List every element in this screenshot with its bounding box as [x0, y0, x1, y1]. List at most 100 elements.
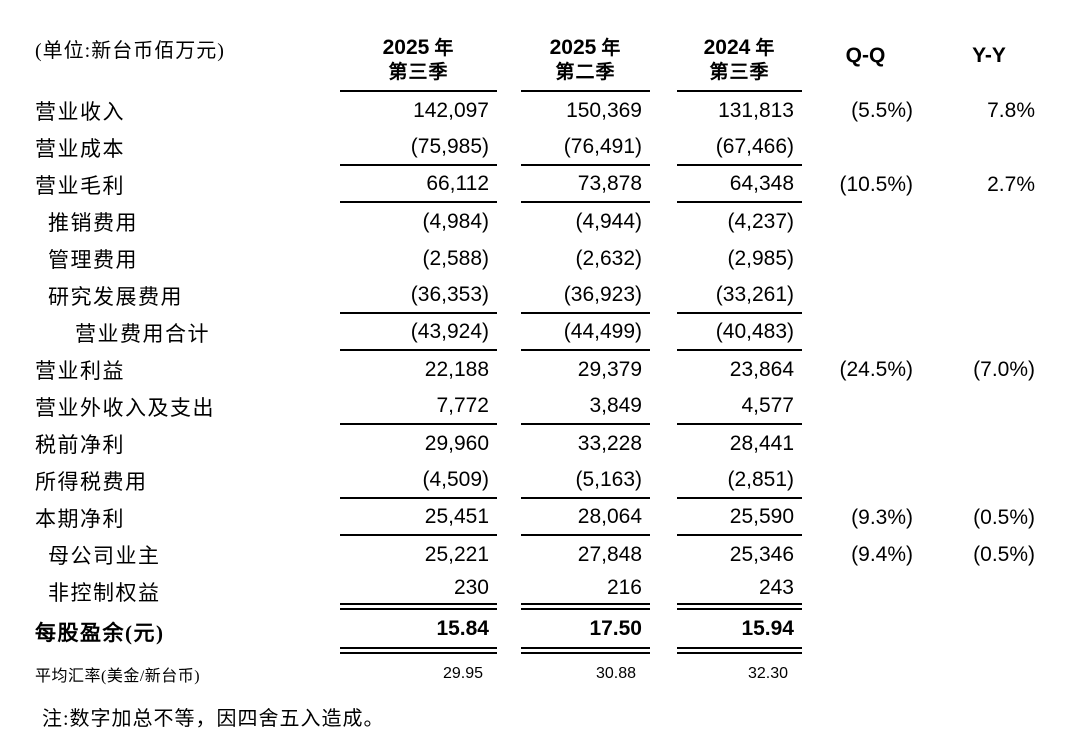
- column-header-yy: Y-Y: [972, 44, 1006, 67]
- table-row: 营业成本 (75,985) (76,491) (67,466): [35, 129, 1076, 166]
- cell-2025q2: 30.88: [595, 665, 636, 682]
- table-row: 所得税费用 (4,509) (5,163) (2,851): [35, 462, 1076, 499]
- cell-qq: [802, 425, 915, 462]
- cell-yy: [915, 240, 1037, 277]
- cell-2024q3: (67,466): [677, 129, 802, 166]
- table-row: 管理费用 (2,588) (2,632) (2,985): [35, 240, 1076, 277]
- unit-label: (单位:新台币佰万元): [35, 39, 225, 62]
- column-gap: [650, 462, 677, 499]
- cell-2025q2: 33,228: [577, 431, 642, 455]
- row-label: 本期净利: [35, 506, 125, 531]
- cell-yy: [915, 425, 1037, 462]
- year-suffix: 年: [434, 37, 455, 59]
- table-row: 本期净利 25,451 28,064 25,590 (9.3%) (0.5%): [35, 499, 1076, 536]
- table-row: 推销费用 (4,984) (4,944) (4,237): [35, 203, 1076, 240]
- cell-qq: (9.3%): [851, 505, 913, 529]
- column-gap: [497, 240, 521, 277]
- column-gap: [497, 314, 521, 351]
- cell-2025q3: 29,960: [424, 431, 489, 455]
- row-label: 母公司业主: [48, 543, 161, 568]
- cell-yy: [915, 654, 1037, 694]
- cell-2025q3: 25,451: [340, 499, 497, 536]
- table-body: 营业收入 142,097 150,369 131,813 (5.5%) 7.8%…: [35, 92, 1076, 694]
- cell-2025q2: 29,379: [577, 357, 642, 381]
- column-gap: [497, 92, 521, 129]
- row-label: 每股盈余(元): [35, 621, 165, 645]
- table-row: 营业利益 22,188 29,379 23,864 (24.5%) (7.0%): [35, 351, 1076, 388]
- cell-2024q3: 25,346: [729, 542, 794, 566]
- footnote: 注:数字加总不等，因四舍五入造成。: [42, 708, 385, 730]
- cell-2025q3: 15.84: [340, 610, 497, 654]
- column-gap: [650, 203, 677, 240]
- column-gap: [497, 462, 521, 499]
- cell-qq: [802, 462, 915, 499]
- column-gap: [497, 536, 521, 573]
- table-row: 非控制权益 230 216 243: [35, 573, 1076, 610]
- cell-2025q3: 29.95: [442, 665, 483, 682]
- cell-2024q3: 64,348: [677, 166, 802, 203]
- column-gap: [497, 351, 521, 388]
- row-label: 营业收入: [35, 99, 125, 124]
- row-label: 营业费用合计: [75, 321, 210, 346]
- table-row: 营业外收入及支出 7,772 3,849 4,577: [35, 388, 1076, 425]
- column-header-2025q2: 2025 年 第二季: [521, 14, 650, 92]
- cell-2024q3: 243: [677, 573, 802, 610]
- cell-yy: [915, 573, 1037, 610]
- cell-yy: [915, 277, 1037, 314]
- cell-2025q3: (2,588): [422, 246, 489, 270]
- cell-2024q3: 131,813: [718, 98, 794, 122]
- row-label: 营业外收入及支出: [35, 395, 215, 420]
- table-row: 母公司业主 25,221 27,848 25,346 (9.4%) (0.5%): [35, 536, 1076, 573]
- cell-2025q2: 73,878: [521, 166, 650, 203]
- cell-qq: [802, 240, 915, 277]
- year-text: 2024: [703, 35, 751, 59]
- column-header-yearline: 2025 年: [383, 34, 455, 62]
- column-gap: [650, 166, 677, 203]
- cell-yy: [915, 462, 1037, 499]
- row-label: 营业成本: [35, 136, 125, 161]
- cell-2025q2: 150,369: [566, 98, 642, 122]
- row-label: 管理费用: [48, 247, 138, 272]
- table-row: 平均汇率(美金/新台币) 29.95 30.88 32.30: [35, 654, 1076, 694]
- column-gap: [497, 654, 521, 694]
- table-row: 研究发展费用 (36,353) (36,923) (33,261): [35, 277, 1076, 314]
- cell-yy: (0.5%): [973, 542, 1035, 566]
- cell-2025q3: 22,188: [424, 357, 489, 381]
- cell-2024q3: (2,851): [677, 462, 802, 499]
- column-gap: [650, 92, 677, 129]
- cell-2025q2: (4,944): [575, 209, 642, 233]
- year-text: 2025: [382, 35, 430, 59]
- cell-2025q2: 27,848: [577, 542, 642, 566]
- cell-2024q3: 32.30: [747, 665, 788, 682]
- cell-qq: [802, 314, 915, 351]
- row-label: 推销费用: [48, 210, 138, 235]
- income-statement: (单位:新台币佰万元) 2025 年 第三季 2025 年 第二季 2024 年 第三…: [35, 14, 1076, 730]
- column-header-2024q3: 2024 年 第三季: [677, 14, 802, 92]
- cell-qq: [802, 277, 915, 314]
- cell-qq: [802, 654, 915, 694]
- column-gap: [650, 425, 677, 462]
- cell-yy: (7.0%): [973, 357, 1035, 381]
- table-row: 营业毛利 66,112 73,878 64,348 (10.5%) 2.7%: [35, 166, 1076, 203]
- cell-qq: (10.5%): [839, 172, 913, 196]
- cell-2024q3: 15.94: [677, 610, 802, 654]
- column-gap: [650, 240, 677, 277]
- cell-2024q3: 25,590: [677, 499, 802, 536]
- cell-yy: 2.7%: [987, 172, 1035, 196]
- column-gap: [650, 499, 677, 536]
- column-gap: [650, 314, 677, 351]
- cell-yy: (0.5%): [973, 505, 1035, 529]
- column-gap: [650, 129, 677, 166]
- column-header-2025q3: 2025 年 第三季: [340, 14, 497, 92]
- column-gap: [497, 203, 521, 240]
- cell-2024q3: (40,483): [677, 314, 802, 351]
- table-row: 营业费用合计 (43,924) (44,499) (40,483): [35, 314, 1076, 351]
- row-label: 营业毛利: [35, 173, 125, 198]
- cell-2025q2: (36,923): [521, 277, 650, 314]
- cell-2025q2: 17.50: [521, 610, 650, 654]
- cell-qq: [802, 203, 915, 240]
- quarter-text: 第三季: [709, 62, 770, 84]
- column-gap: [497, 166, 521, 203]
- cell-2025q3: 25,221: [424, 542, 489, 566]
- cell-2025q3: (36,353): [340, 277, 497, 314]
